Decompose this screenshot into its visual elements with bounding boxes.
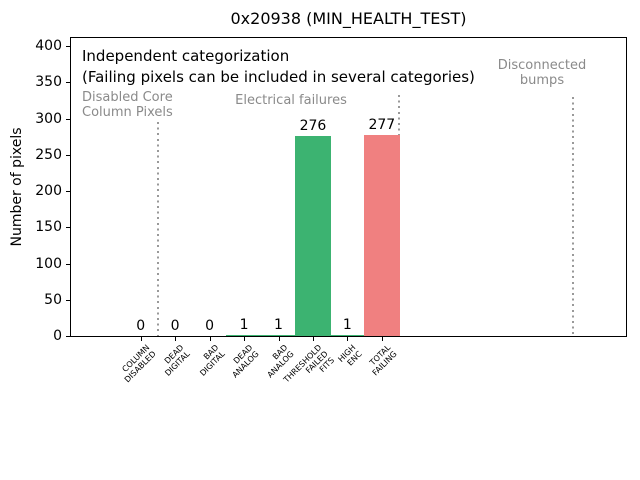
y-tick-mark <box>66 82 70 84</box>
region-label-disabled-core-column-pixels: Disabled Core Column Pixels <box>82 90 173 120</box>
plot-content: Independent categorization (Failing pixe… <box>71 38 626 336</box>
y-tick-label: 50 <box>44 291 62 308</box>
bar-value-label: 276 <box>299 118 327 134</box>
chart-title: 0x20938 (MIN_HEALTH_TEST) <box>230 9 467 28</box>
bar-value-label: 0 <box>170 318 180 334</box>
bar-bad-analog <box>260 335 297 336</box>
y-tick-label: 0 <box>53 328 62 344</box>
x-tick-mark <box>209 337 211 341</box>
region-label-electrical-failures: Electrical failures <box>235 93 347 108</box>
bar-value-label: 1 <box>239 317 249 333</box>
annotation-failing-note: (Failing pixels can be included in sever… <box>82 68 475 86</box>
x-tick-mark <box>244 337 246 341</box>
x-tick-mark <box>278 337 280 341</box>
y-tick-label: 150 <box>35 219 62 236</box>
bar-total-failing <box>363 135 400 336</box>
y-tick-mark <box>66 299 70 301</box>
y-tick-label: 400 <box>35 38 62 54</box>
x-tick-mark <box>347 337 349 341</box>
y-tick-mark <box>66 191 70 192</box>
region-label-line: Disconnected <box>497 58 587 73</box>
bar-value-label: 1 <box>274 317 283 333</box>
bar-threshold-failed-fits <box>294 136 331 336</box>
bar-dead-analog <box>226 335 263 336</box>
y-tick-label: 350 <box>35 74 62 91</box>
y-tick-label: 100 <box>35 255 62 272</box>
y-tick-mark <box>66 46 70 47</box>
region-label-line: bumps <box>519 73 565 88</box>
y-tick-label: 250 <box>35 146 62 163</box>
region-label-line: Column Pixels <box>82 105 173 120</box>
bar-high-enc <box>329 335 366 336</box>
x-tick-mark <box>140 337 142 341</box>
x-tick-mark <box>312 337 314 341</box>
x-tick-mark <box>175 337 177 341</box>
annotation-independent-categorization: Independent categorization <box>82 47 290 65</box>
y-tick-mark <box>66 263 70 265</box>
section-separator-dotted-line <box>156 122 159 336</box>
bar-value-label: 1 <box>342 317 352 333</box>
bar-value-label: 277 <box>368 117 396 133</box>
section-separator-dotted-line <box>572 97 575 336</box>
y-tick-mark <box>66 118 70 120</box>
plot-area: Independent categorization (Failing pixe… <box>70 37 627 337</box>
y-tick-label: 300 <box>35 110 62 127</box>
bar-value-label: 0 <box>205 318 215 334</box>
y-tick-mark <box>66 154 70 156</box>
region-label-disconnected-bumps: Disconnected bumps <box>467 58 617 88</box>
y-tick-label: 200 <box>35 183 62 199</box>
y-tick-mark <box>66 336 70 337</box>
region-label-line: Disabled Core <box>82 90 173 105</box>
bar-value-label: 0 <box>136 318 146 334</box>
x-tick-mark <box>381 337 383 341</box>
y-tick-mark <box>66 227 70 229</box>
